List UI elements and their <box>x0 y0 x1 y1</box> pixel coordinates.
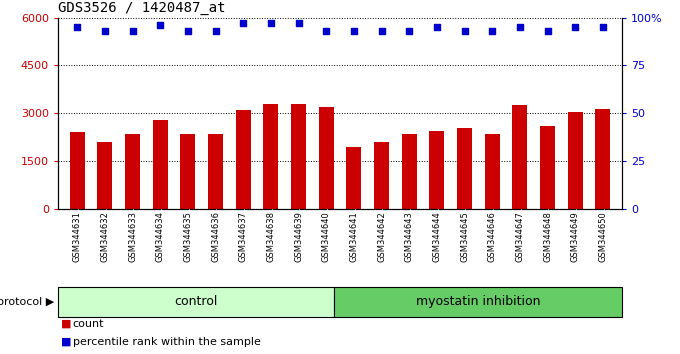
Text: GSM344634: GSM344634 <box>156 211 165 262</box>
Text: GDS3526 / 1420487_at: GDS3526 / 1420487_at <box>58 1 225 15</box>
Text: GSM344648: GSM344648 <box>543 211 552 262</box>
Text: count: count <box>73 319 104 329</box>
Text: GSM344643: GSM344643 <box>405 211 413 262</box>
Point <box>348 28 359 34</box>
Bar <box>485 134 500 209</box>
Text: GSM344633: GSM344633 <box>128 211 137 262</box>
Point <box>598 24 609 30</box>
Point <box>487 28 498 34</box>
Bar <box>152 120 168 209</box>
Bar <box>97 142 112 209</box>
Point <box>71 24 82 30</box>
Bar <box>595 108 611 209</box>
Point <box>155 23 166 28</box>
Text: GSM344641: GSM344641 <box>350 211 358 262</box>
Point <box>514 24 525 30</box>
Point <box>293 21 304 26</box>
Bar <box>568 112 583 209</box>
Bar <box>180 134 195 209</box>
Text: GSM344635: GSM344635 <box>184 211 192 262</box>
Bar <box>374 142 389 209</box>
Point <box>459 28 470 34</box>
Text: GSM344644: GSM344644 <box>432 211 441 262</box>
Text: GSM344642: GSM344642 <box>377 211 386 262</box>
Point <box>238 21 249 26</box>
Bar <box>540 126 555 209</box>
Point <box>182 28 193 34</box>
Point <box>127 28 138 34</box>
Text: GSM344647: GSM344647 <box>515 211 524 262</box>
Text: percentile rank within the sample: percentile rank within the sample <box>73 337 260 347</box>
Point <box>570 24 581 30</box>
Bar <box>402 134 417 209</box>
Point <box>404 28 415 34</box>
Point <box>210 28 221 34</box>
Bar <box>69 132 85 209</box>
Bar <box>125 134 140 209</box>
Bar <box>346 147 362 209</box>
Text: GSM344645: GSM344645 <box>460 211 469 262</box>
Bar <box>335 287 622 317</box>
Text: GSM344640: GSM344640 <box>322 211 330 262</box>
Text: GSM344636: GSM344636 <box>211 211 220 262</box>
Text: GSM344639: GSM344639 <box>294 211 303 262</box>
Text: ■: ■ <box>61 319 71 329</box>
Text: GSM344637: GSM344637 <box>239 211 248 262</box>
Bar <box>457 128 472 209</box>
Point <box>265 21 276 26</box>
Text: myostatin inhibition: myostatin inhibition <box>416 295 541 308</box>
Bar <box>512 105 528 209</box>
Bar <box>235 110 251 209</box>
Bar <box>318 107 334 209</box>
Point <box>321 28 332 34</box>
Text: GSM344631: GSM344631 <box>73 211 82 262</box>
Text: GSM344650: GSM344650 <box>598 211 607 262</box>
Bar <box>58 287 335 317</box>
Bar <box>429 131 445 209</box>
Text: GSM344649: GSM344649 <box>571 211 579 262</box>
Text: GSM344646: GSM344646 <box>488 211 496 262</box>
Text: GSM344638: GSM344638 <box>267 211 275 262</box>
Point <box>542 28 553 34</box>
Point <box>376 28 387 34</box>
Text: control: control <box>175 295 218 308</box>
Bar <box>208 134 223 209</box>
Point <box>431 24 442 30</box>
Text: protocol ▶: protocol ▶ <box>0 297 54 307</box>
Bar <box>291 104 306 209</box>
Text: ■: ■ <box>61 337 71 347</box>
Point <box>99 28 110 34</box>
Bar <box>263 104 278 209</box>
Text: GSM344632: GSM344632 <box>101 211 109 262</box>
